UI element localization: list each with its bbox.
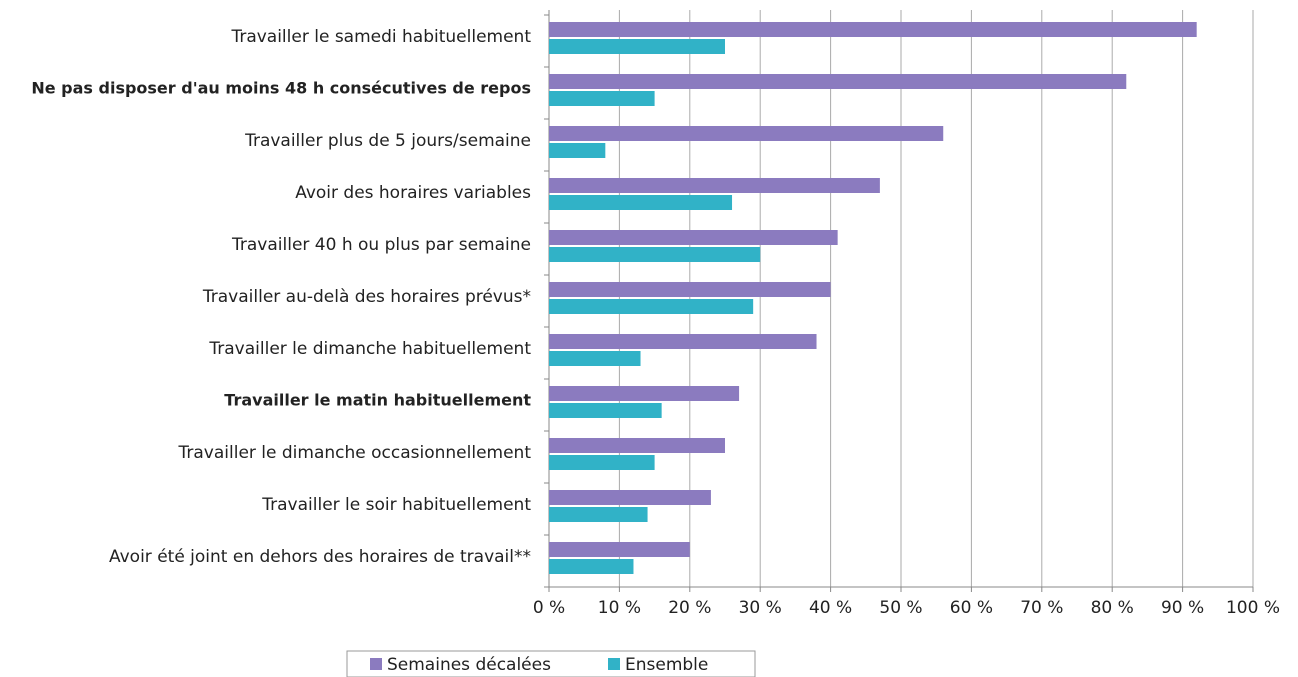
legend-label: Ensemble (625, 655, 708, 675)
bar (549, 247, 761, 262)
bar (549, 438, 725, 453)
bar (549, 351, 641, 366)
bar (549, 299, 754, 314)
x-tick-label: 0 % (533, 598, 565, 618)
bar (549, 490, 711, 505)
x-tick-label: 90 % (1161, 598, 1204, 618)
legend-label: Semaines décalées (387, 655, 551, 675)
bar (549, 386, 740, 401)
x-tick-label: 60 % (950, 598, 993, 618)
x-tick-label: 10 % (598, 598, 641, 618)
bar (549, 455, 655, 470)
x-tick-label: 30 % (739, 598, 782, 618)
y-tick-label: Travailler plus de 5 jours/semaine (244, 131, 531, 151)
x-tick-label: 100 % (1226, 598, 1280, 618)
bar (549, 334, 817, 349)
bar (549, 126, 944, 141)
bar (549, 39, 725, 54)
bar (549, 559, 634, 574)
y-tick-label: Travailler le dimanche occasionnellement (178, 443, 532, 463)
x-tick-label: 70 % (1020, 598, 1063, 618)
y-tick-label: Travailler le matin habituellement (224, 391, 531, 410)
y-tick-label: Travailler le dimanche habituellement (208, 339, 531, 359)
bar (549, 22, 1197, 37)
y-tick-label: Travailler 40 h ou plus par semaine (231, 235, 531, 255)
bar (549, 195, 733, 210)
y-tick-label: Travailler au-delà des horaires prévus* (202, 287, 531, 307)
bar (549, 74, 1127, 89)
bar (549, 143, 606, 158)
y-tick-label: Travailler le samedi habituellement (230, 27, 531, 47)
y-tick-label: Ne pas disposer d'au moins 48 h consécut… (31, 79, 531, 98)
bar (549, 542, 690, 557)
x-tick-label: 20 % (668, 598, 711, 618)
y-tick-label: Travailler le soir habituellement (261, 495, 531, 515)
x-tick-label: 80 % (1091, 598, 1134, 618)
x-tick-label: 40 % (809, 598, 852, 618)
y-tick-label: Avoir des horaires variables (295, 183, 531, 203)
x-tick-label: 50 % (879, 598, 922, 618)
bar (549, 507, 648, 522)
legend-box (346, 650, 756, 677)
bar (549, 282, 831, 297)
legend-swatch (608, 658, 620, 670)
bar (549, 178, 880, 193)
legend-swatch (370, 658, 382, 670)
bar (549, 403, 662, 418)
bar (549, 230, 838, 245)
y-tick-label: Avoir été joint en dehors des horaires d… (109, 547, 531, 567)
bar (549, 91, 655, 106)
